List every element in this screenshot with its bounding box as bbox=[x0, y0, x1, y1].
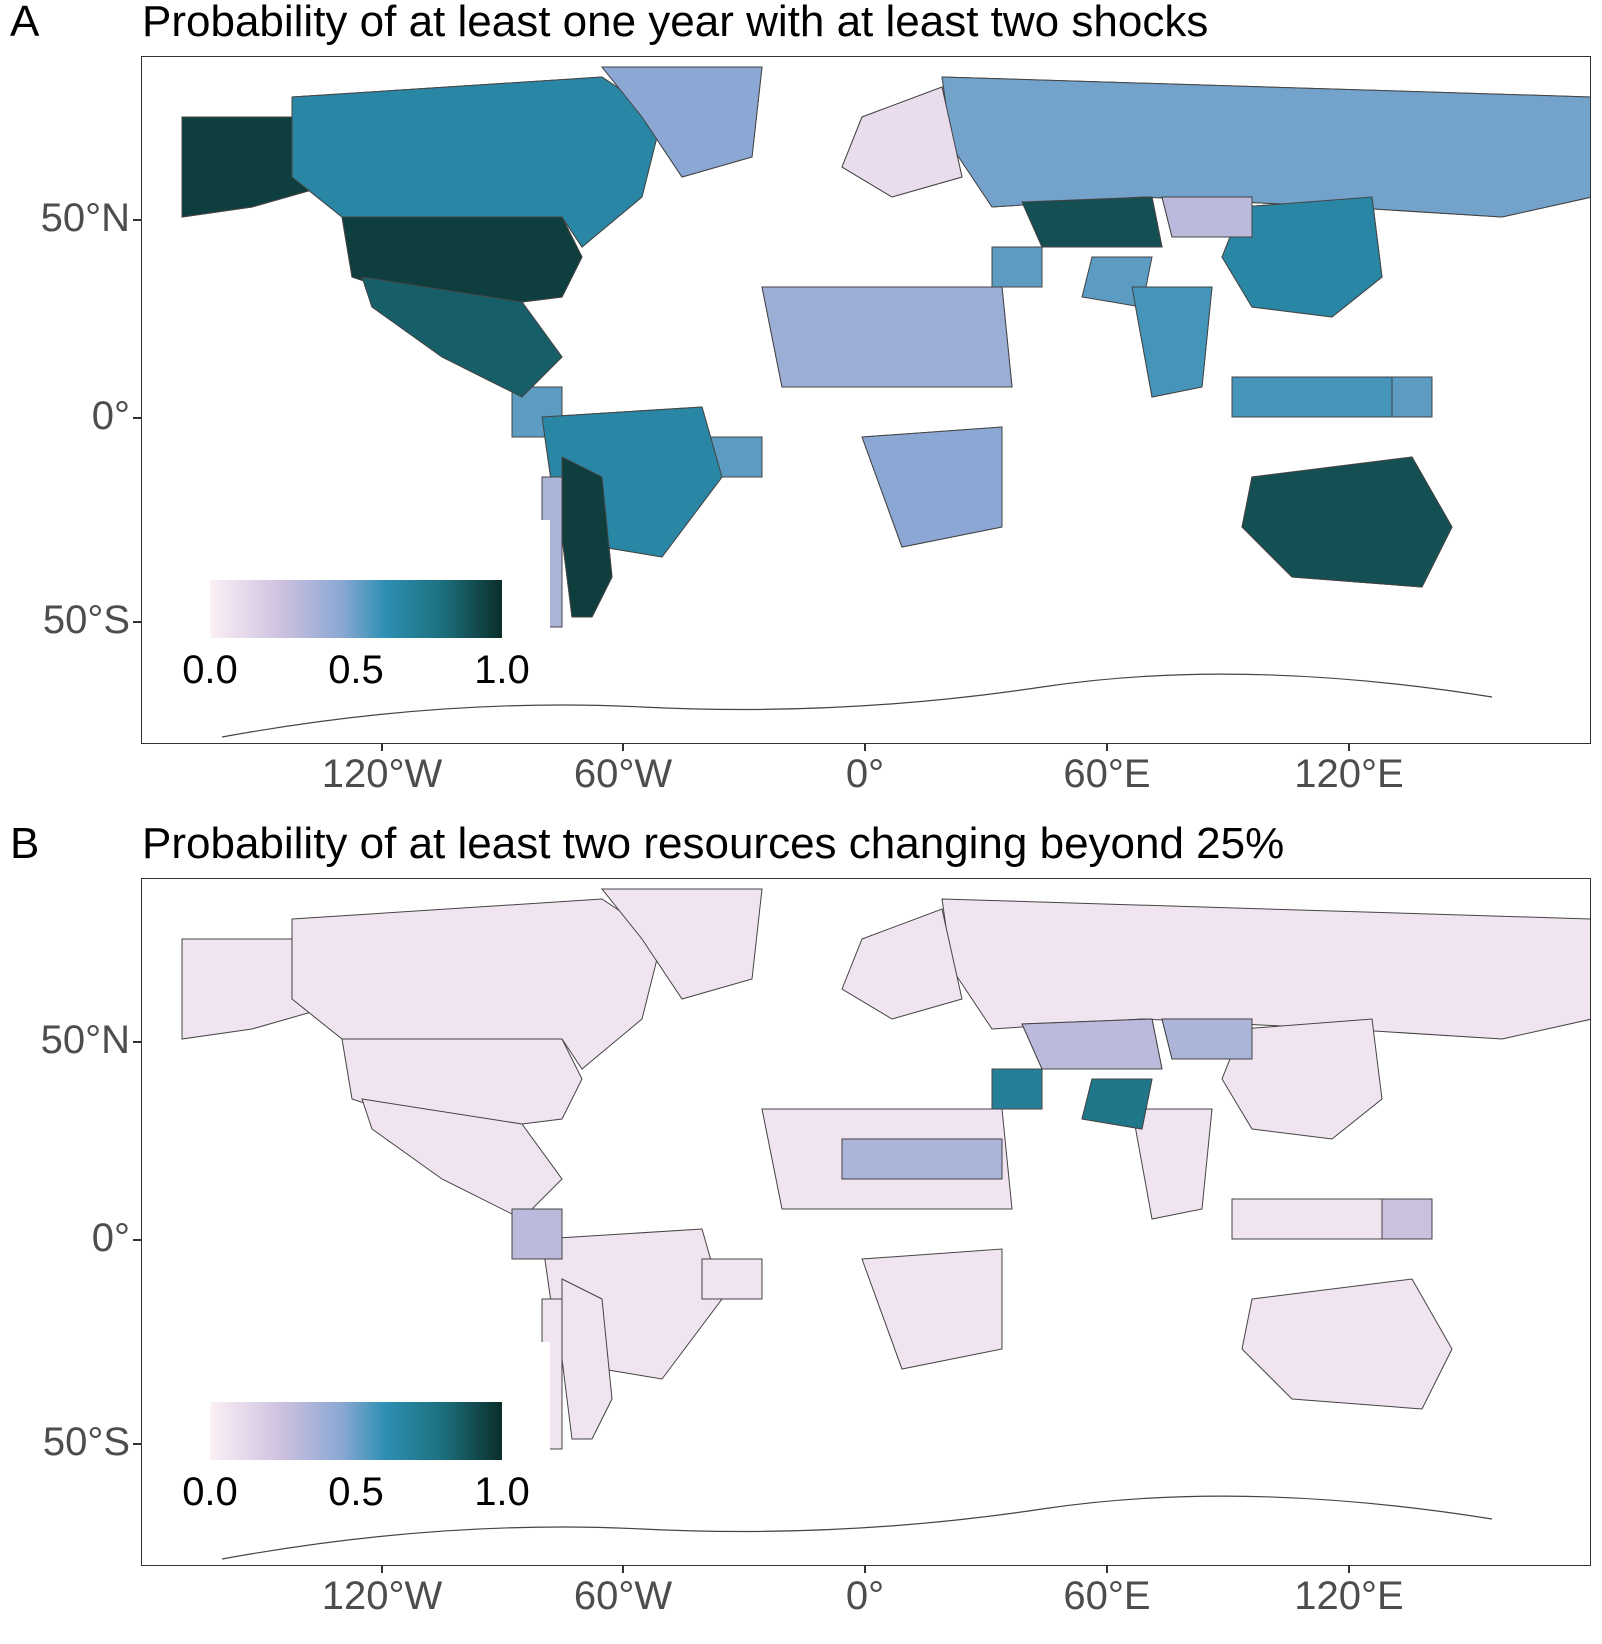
xtick-mark bbox=[1348, 743, 1350, 751]
color-legend: 0.0 0.5 1.0 bbox=[170, 520, 550, 698]
xtick-label: 120°E bbox=[1294, 752, 1404, 796]
region-kazakhstan bbox=[1021, 196, 1163, 248]
region-base bbox=[1231, 1198, 1393, 1240]
ytick-mark bbox=[133, 1239, 141, 1241]
ytick-label: 0° bbox=[91, 394, 130, 438]
legend-colorbar bbox=[210, 580, 502, 698]
region-base bbox=[1221, 1018, 1383, 1140]
region-mexico bbox=[361, 276, 563, 398]
ytick-mark bbox=[133, 621, 141, 623]
world-map-b bbox=[181, 888, 1590, 1560]
region-base bbox=[181, 938, 323, 1040]
legend-tick bbox=[355, 684, 357, 698]
region-base bbox=[941, 898, 1590, 1040]
region-southern-africa bbox=[861, 426, 1003, 548]
ytick-mark bbox=[133, 417, 141, 419]
region-papua bbox=[1381, 1198, 1433, 1240]
legend-colorbar bbox=[210, 1402, 502, 1520]
region-alaska bbox=[181, 116, 323, 218]
xtick-label: 120°W bbox=[321, 752, 443, 796]
panel-b: B Probability of at least two resources … bbox=[0, 822, 1602, 1644]
region-base bbox=[1131, 1108, 1213, 1220]
legend-tick bbox=[500, 684, 502, 698]
legend-label: 0.5 bbox=[328, 648, 384, 692]
region-peru bbox=[511, 1208, 563, 1260]
panel-letter: A bbox=[10, 0, 40, 46]
panel-title: Probability of at least two resources ch… bbox=[142, 819, 1285, 868]
ytick-label: 0° bbox=[91, 1216, 130, 1260]
region-india bbox=[1131, 286, 1213, 398]
region-base bbox=[600, 888, 763, 1000]
ytick-mark bbox=[133, 1443, 141, 1445]
region-pakistan bbox=[1081, 1078, 1153, 1130]
ytick-label: 50°S bbox=[42, 1420, 130, 1464]
xtick-label: 120°E bbox=[1294, 1574, 1404, 1618]
antarctica-coast bbox=[221, 1495, 1493, 1560]
region-rest bbox=[701, 1258, 763, 1300]
region-kazakhstan bbox=[1021, 1018, 1163, 1070]
xtick-mark bbox=[1348, 1565, 1350, 1573]
legend-label: 0.0 bbox=[182, 648, 238, 692]
legend-tick bbox=[500, 1506, 502, 1520]
xtick-mark bbox=[622, 743, 624, 751]
xtick-label: 60°E bbox=[1063, 1574, 1151, 1618]
xtick-mark bbox=[1106, 1565, 1108, 1573]
region-greenland bbox=[600, 66, 763, 178]
xtick-mark bbox=[864, 743, 866, 751]
antarctica-coast bbox=[221, 673, 1493, 738]
ytick-label: 50°S bbox=[42, 598, 130, 642]
region-australia bbox=[1241, 456, 1453, 588]
ytick-label: 50°N bbox=[40, 196, 130, 240]
legend-label: 0.0 bbox=[182, 1470, 238, 1514]
ytick-mark bbox=[133, 219, 141, 221]
region-indonesia bbox=[1231, 376, 1393, 418]
xtick-mark bbox=[1106, 743, 1108, 751]
legend-tick bbox=[210, 1506, 212, 1520]
ytick-label: 50°N bbox=[40, 1018, 130, 1062]
legend-tick bbox=[210, 684, 212, 698]
region-russia bbox=[941, 76, 1590, 218]
region-china bbox=[1221, 196, 1383, 318]
world-map-a bbox=[181, 66, 1590, 738]
xtick-label: 120°W bbox=[321, 1574, 443, 1618]
legend-label: 0.5 bbox=[328, 1470, 384, 1514]
region-base bbox=[1241, 1278, 1453, 1410]
region-base bbox=[991, 246, 1043, 288]
legend-label: 1.0 bbox=[474, 1470, 530, 1514]
region-iraq bbox=[991, 1068, 1043, 1110]
panel-letter: B bbox=[10, 819, 40, 868]
map-frame bbox=[141, 56, 1591, 744]
xtick-label: 60°W bbox=[573, 752, 673, 796]
xtick-mark bbox=[381, 743, 383, 751]
xtick-label: 0° bbox=[845, 1574, 885, 1618]
color-legend: 0.0 0.5 1.0 bbox=[170, 1342, 550, 1520]
legend-label: 1.0 bbox=[474, 648, 530, 692]
region-sahara bbox=[761, 286, 1013, 388]
xtick-label: 0° bbox=[845, 752, 885, 796]
region-base bbox=[841, 908, 963, 1020]
xtick-label: 60°E bbox=[1063, 752, 1151, 796]
region-mongolia bbox=[1161, 196, 1253, 238]
panel-a: A Probability of at least one year with … bbox=[10, 0, 1591, 796]
panel-title: Probability of at least one year with at… bbox=[142, 0, 1209, 46]
xtick-label: 60°W bbox=[573, 1574, 673, 1618]
xtick-mark bbox=[622, 1565, 624, 1573]
region-mongolia bbox=[1161, 1018, 1253, 1060]
ytick-mark bbox=[133, 1041, 141, 1043]
region-scandinavia bbox=[841, 86, 963, 198]
region-sahel bbox=[841, 1138, 1003, 1180]
legend-tick bbox=[355, 1506, 357, 1520]
xtick-mark bbox=[381, 1565, 383, 1573]
xtick-mark bbox=[864, 1565, 866, 1573]
region-base bbox=[861, 1248, 1003, 1370]
